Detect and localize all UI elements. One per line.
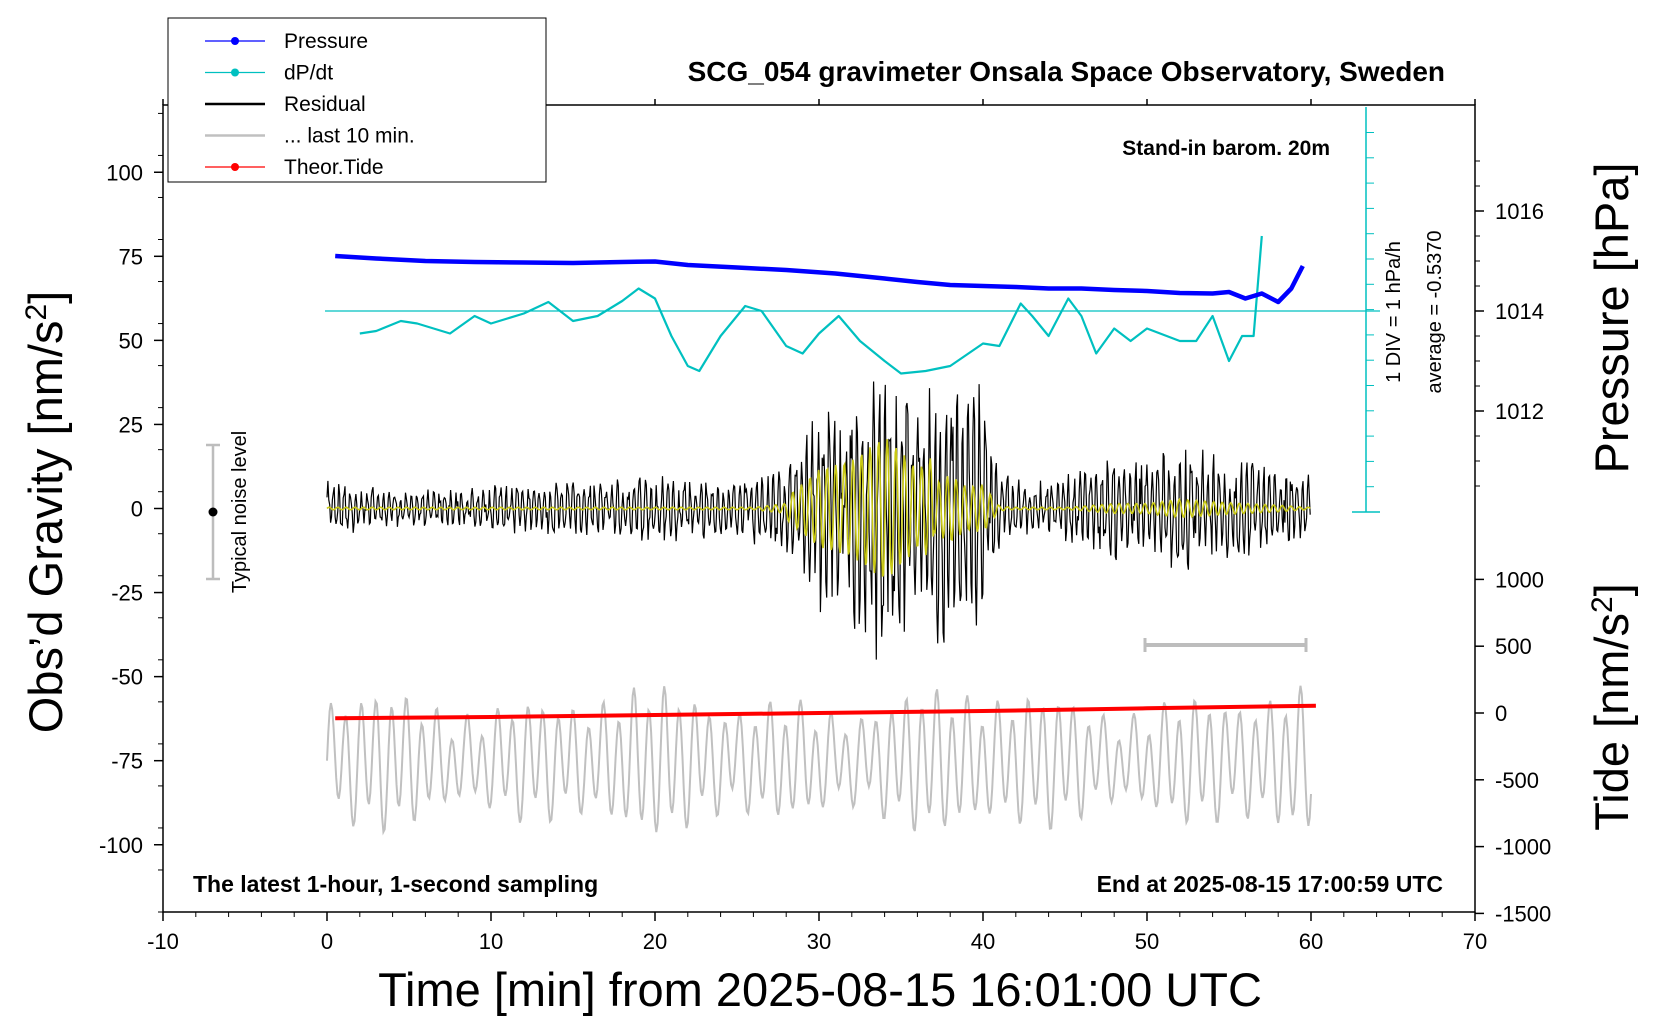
legend-marker — [231, 68, 239, 77]
x-tick-label: 0 — [321, 929, 333, 954]
tide-line — [335, 703, 1316, 721]
x-tick-label: 70 — [1463, 929, 1487, 954]
y-axis-tide-title-main: Tide [nm/s — [1585, 613, 1638, 831]
legend-label: dP/dt — [284, 62, 333, 85]
dpdt-line — [359, 235, 1263, 375]
dpdt-average-label: average = -0.5370 — [1424, 231, 1446, 394]
residual-filtered-line — [326, 439, 1311, 577]
dpdt-scale-label: 1 DIV = 1 hPa/h — [1383, 241, 1405, 383]
x-tick-label: 20 — [643, 929, 667, 954]
y-tick-label-left: -50 — [111, 665, 143, 690]
x-tick-label: -10 — [147, 929, 179, 954]
y-tick-label-left: -75 — [111, 749, 143, 774]
y-tick-label-tide: 1000 — [1495, 567, 1544, 592]
y-tick-label-tide: -1000 — [1495, 835, 1551, 860]
y-tick-label-pressure: 1014 — [1495, 299, 1544, 324]
grey-scale-bar — [1143, 638, 1308, 652]
chart-title: SCG_054 gravimeter Onsala Space Observat… — [688, 56, 1445, 87]
y-tick-label-left: 25 — [119, 412, 143, 437]
y-tick-label-left: -25 — [111, 581, 143, 606]
y-tick-label-left: 50 — [119, 328, 143, 353]
legend-box — [167, 17, 547, 183]
x-tick-label: 10 — [479, 929, 503, 954]
sampling-note: The latest 1-hour, 1-second sampling — [193, 871, 598, 897]
legend-label: Residual — [284, 93, 366, 116]
y-axis-left: 100 75 50 25 0 -25 -50 -75 -100 — [99, 112, 163, 913]
tide-series — [335, 703, 1316, 721]
y-tick-label-tide: -500 — [1495, 768, 1539, 793]
y-axis-tide-title-close: ] — [1585, 583, 1638, 596]
y-tick-label-pressure: 1016 — [1495, 199, 1544, 224]
y-tick-label-pressure: 1012 — [1495, 399, 1544, 424]
end-time-note: End at 2025-08-15 17:00:59 UTC — [1097, 871, 1443, 897]
residual-filtered-series — [326, 439, 1311, 577]
x-tick-label: 40 — [971, 929, 995, 954]
y-axis-tide-title: Tide [nm/s2] — [1585, 583, 1638, 830]
last-10-min-series — [326, 685, 1312, 836]
x-tick-label: 60 — [1299, 929, 1323, 954]
y-axis-tide-title-sup: 2 — [1586, 596, 1619, 613]
legend-label: Pressure — [284, 30, 368, 53]
barometer-note: Stand-in barom. 20m — [1122, 137, 1330, 160]
y-tick-label-left: -100 — [99, 833, 143, 858]
legend-marker — [231, 163, 239, 171]
x-tick-label: 30 — [807, 929, 831, 954]
pressure-line — [335, 253, 1305, 305]
x-tick-label: 50 — [1135, 929, 1159, 954]
y-axis-left-title: Obs’d Gravity [nm/s2] — [19, 291, 72, 733]
y-tick-label-tide: 500 — [1495, 634, 1532, 659]
y-axis-left-title-close: ] — [19, 291, 72, 304]
y-axis-tide: 1000 500 0 -500 -1000 -1500 — [1475, 567, 1551, 926]
pressure-series — [335, 253, 1305, 305]
noise-level-marker — [206, 443, 220, 581]
x-axis-title: Time [min] from 2025-08-15 16:01:00 UTC — [378, 963, 1262, 1016]
x-axis: -10 0 10 20 30 40 50 60 70 — [147, 99, 1487, 954]
legend-marker — [231, 37, 239, 45]
legend-label: Theor.Tide — [284, 156, 384, 179]
y-axis-pressure: 1016 1014 1012 — [1475, 160, 1544, 487]
y-tick-label-tide: -1500 — [1495, 901, 1551, 926]
y-axis-pressure-title: Pressure [hPa] — [1585, 163, 1638, 474]
residual-line — [326, 381, 1311, 660]
y-axis-left-title-main: Obs’d Gravity [nm/s — [19, 321, 72, 734]
dpdt-scale-bar — [325, 107, 1380, 513]
legend-label: ... last 10 min. — [284, 125, 415, 148]
y-tick-label-left: 100 — [106, 160, 143, 185]
dpdt-series — [359, 235, 1263, 375]
y-tick-label-tide: 0 — [1495, 701, 1507, 726]
noise-level-label: Typical noise level — [229, 431, 251, 593]
residual-series — [326, 381, 1311, 660]
y-axis-left-title-sup: 2 — [20, 304, 53, 321]
legend: Pressure dP/dt Residual ... last 10 min. The… — [167, 17, 547, 183]
last-10-min-line — [326, 685, 1312, 836]
y-tick-label-left: 0 — [131, 497, 143, 522]
y-tick-label-left: 75 — [119, 244, 143, 269]
